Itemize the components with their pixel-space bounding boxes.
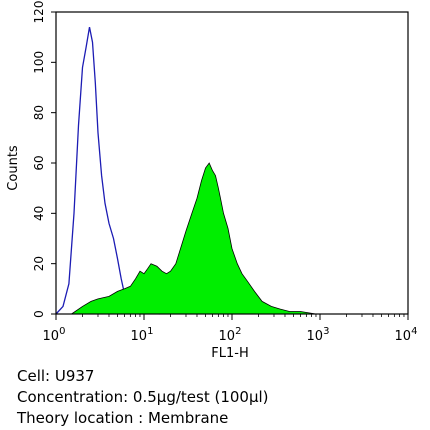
histogram-filled-series bbox=[70, 162, 336, 315]
y-axis: 0 20 40 60 80 100 120 bbox=[32, 1, 56, 318]
x-tick-label: 103 bbox=[307, 326, 330, 344]
x-tick-exponent: 2 bbox=[235, 326, 241, 337]
caption-cell: Cell: U937 bbox=[17, 367, 95, 385]
x-tick-exponent: 0 bbox=[59, 326, 65, 337]
y-tick-label: 120 bbox=[32, 1, 46, 24]
x-tick-exponent: 1 bbox=[147, 326, 153, 337]
x-tick-exponent: 4 bbox=[411, 326, 417, 337]
y-axis-label: Counts bbox=[6, 145, 21, 191]
caption-concentration: Concentration: 0.5µg/test (100µl) bbox=[17, 388, 269, 406]
histogram-outline-series bbox=[55, 26, 160, 315]
x-tick-label: 102 bbox=[219, 326, 242, 344]
x-tick-label: 100 bbox=[43, 326, 66, 344]
x-tick-label: 101 bbox=[131, 326, 154, 344]
caption-theory-location: Theory location : Membrane bbox=[17, 409, 229, 427]
y-tick-label: 100 bbox=[32, 51, 46, 74]
y-tick-label: 60 bbox=[32, 155, 46, 170]
y-tick-label: 80 bbox=[32, 105, 46, 120]
x-tick-label: 104 bbox=[395, 326, 418, 344]
plot-area bbox=[55, 26, 336, 315]
x-axis: 100 101 102 103 104 bbox=[43, 314, 418, 344]
y-tick-label: 20 bbox=[32, 256, 46, 271]
x-axis-label: FL1-H bbox=[211, 346, 248, 360]
y-tick-label: 0 bbox=[32, 310, 46, 318]
y-tick-label: 40 bbox=[32, 206, 46, 221]
x-tick-exponent: 3 bbox=[323, 326, 329, 337]
